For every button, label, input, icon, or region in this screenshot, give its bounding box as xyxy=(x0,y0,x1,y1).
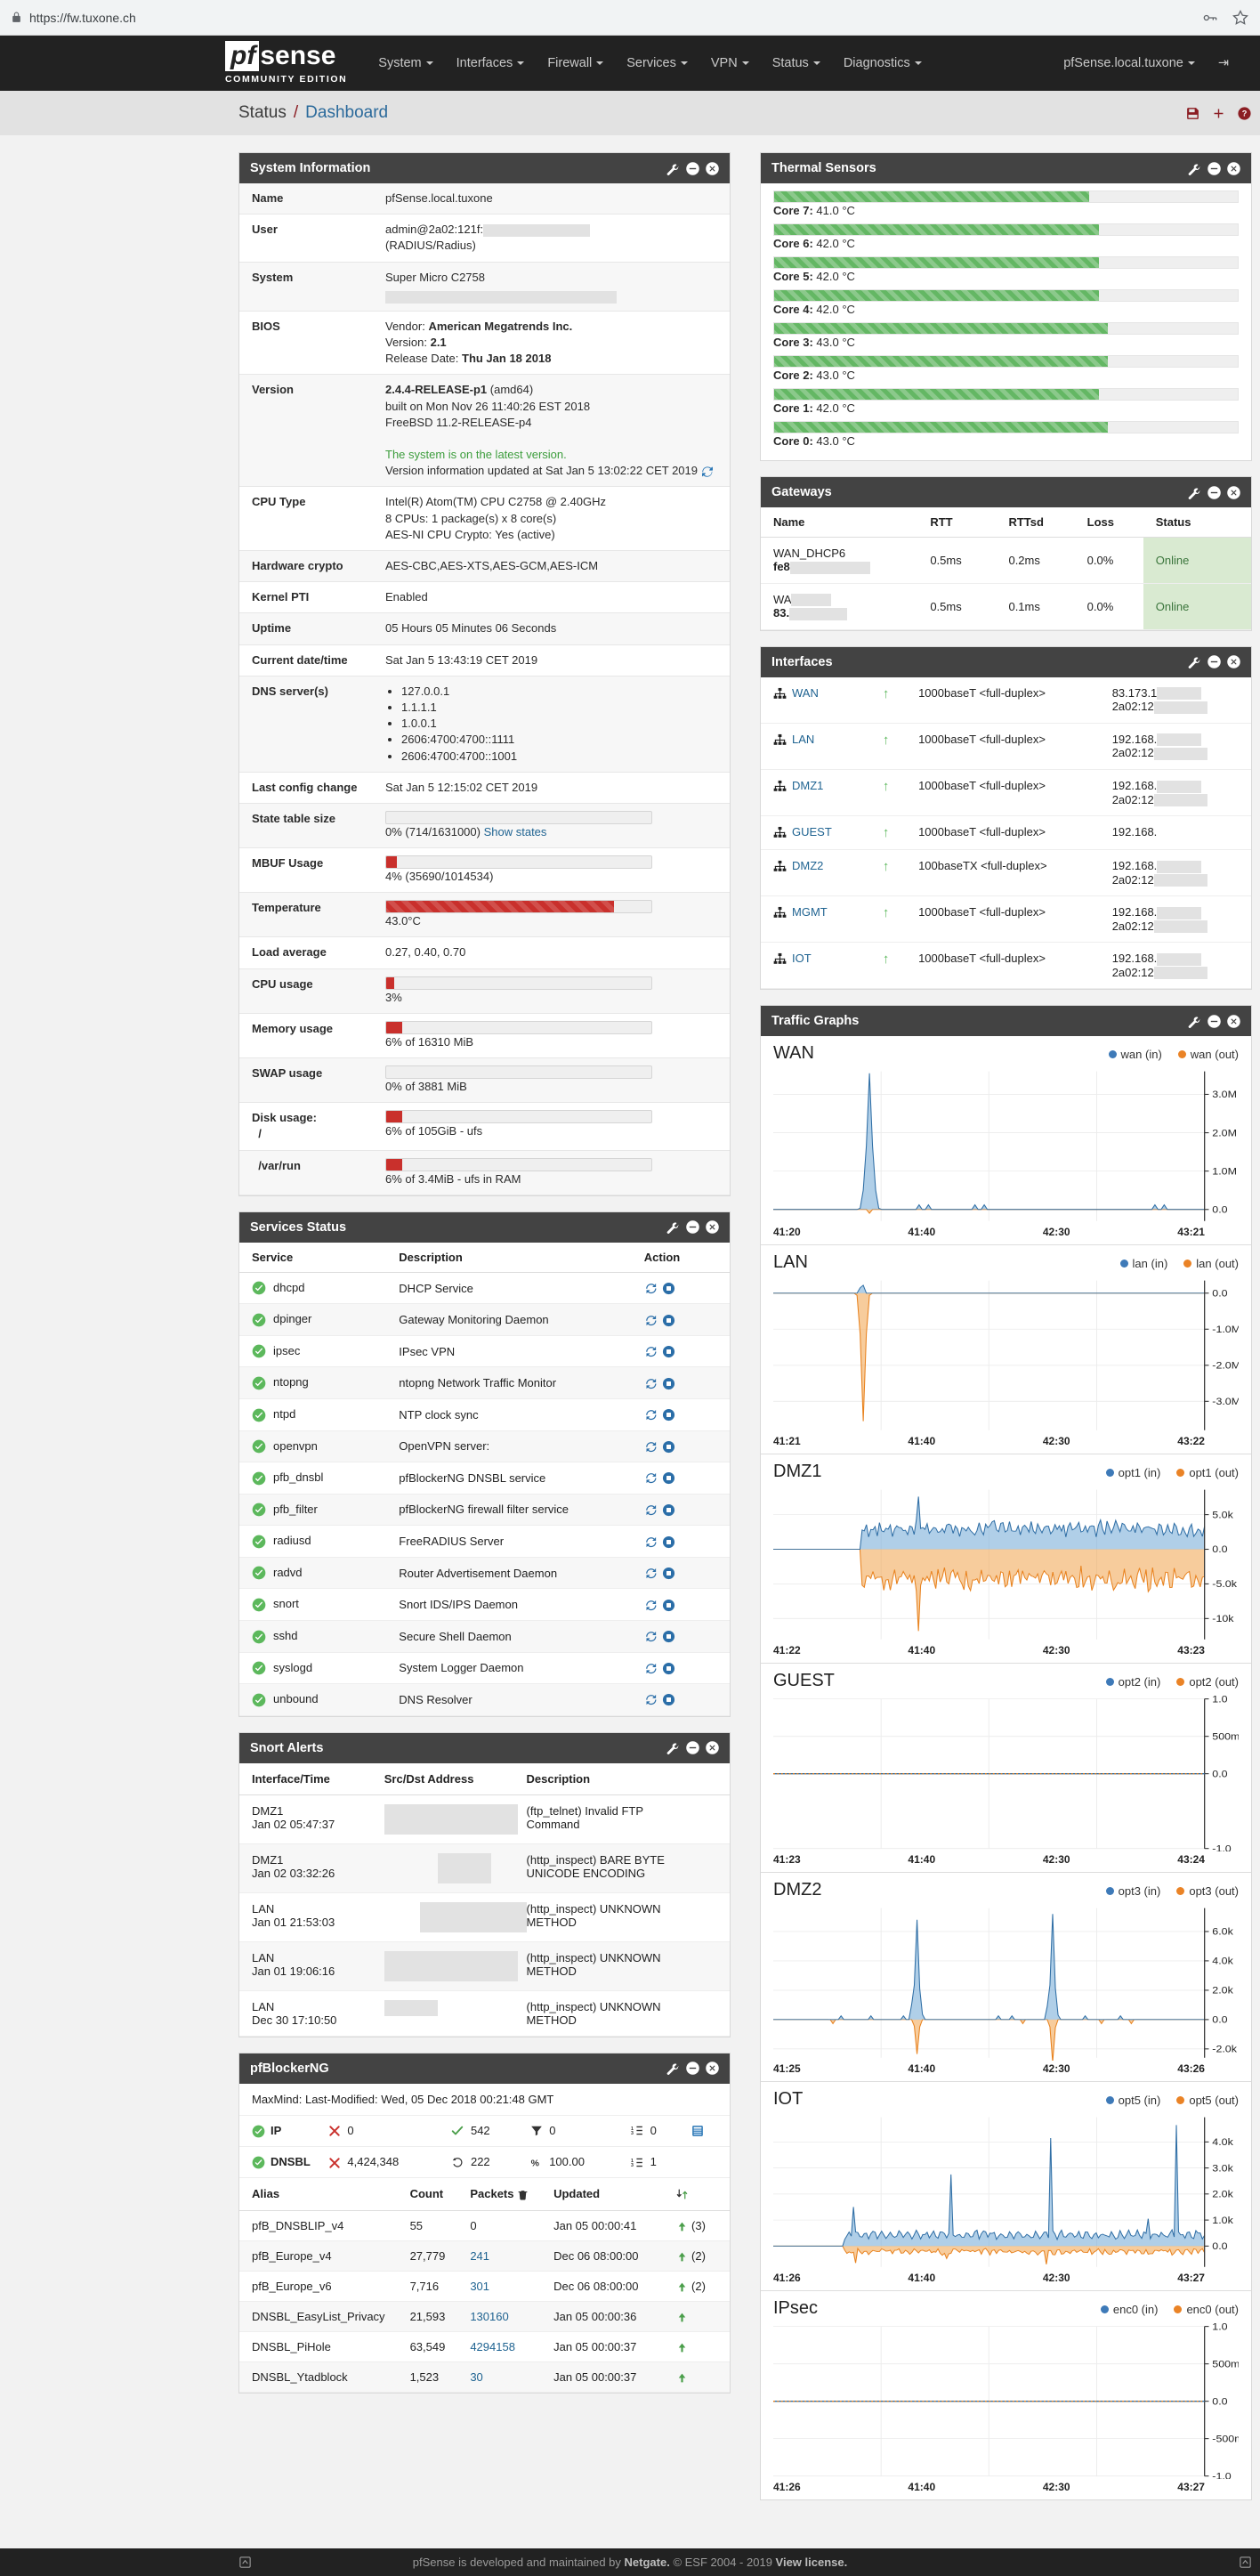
svg-text:0.0: 0.0 xyxy=(1212,2015,1228,2026)
svg-text:500m: 500m xyxy=(1212,2360,1239,2370)
svg-text:1.0: 1.0 xyxy=(1212,1695,1228,1705)
svg-text:-2.0k: -2.0k xyxy=(1212,2045,1237,2055)
svg-text:5.0k: 5.0k xyxy=(1212,1511,1233,1521)
svg-text:-3.0M: -3.0M xyxy=(1212,1397,1239,1407)
svg-text:2.0k: 2.0k xyxy=(1212,1986,1233,1997)
svg-text:0.0: 0.0 xyxy=(1212,2397,1228,2408)
svg-text:3.0k: 3.0k xyxy=(1212,2163,1233,2174)
svg-text:-10k: -10k xyxy=(1212,1614,1233,1624)
svg-text:-500m: -500m xyxy=(1212,2434,1239,2445)
svg-text:-5.0k: -5.0k xyxy=(1212,1579,1237,1590)
svg-text:0.0: 0.0 xyxy=(1212,1544,1228,1555)
svg-text:4.0k: 4.0k xyxy=(1212,1956,1233,1967)
svg-text:0.0: 0.0 xyxy=(1212,2241,1228,2252)
svg-text:-1.0M: -1.0M xyxy=(1212,1324,1239,1335)
svg-text:3.0M: 3.0M xyxy=(1212,1090,1237,1100)
svg-text:500m: 500m xyxy=(1212,1732,1239,1743)
svg-text:1.0M: 1.0M xyxy=(1212,1167,1237,1178)
svg-text:2.0M: 2.0M xyxy=(1212,1129,1237,1139)
svg-text:-1.0: -1.0 xyxy=(1212,2472,1232,2480)
svg-text:-2.0M: -2.0M xyxy=(1212,1361,1239,1372)
svg-text:?: ? xyxy=(1242,109,1248,117)
svg-text:6.0k: 6.0k xyxy=(1212,1927,1233,1938)
svg-text:1.0k: 1.0k xyxy=(1212,2216,1233,2226)
svg-text:1.0: 1.0 xyxy=(1212,2322,1228,2333)
svg-text:0.0: 0.0 xyxy=(1212,1770,1228,1780)
svg-text:0.0: 0.0 xyxy=(1212,1289,1228,1300)
svg-text:4.0k: 4.0k xyxy=(1212,2137,1233,2148)
svg-text:0.0: 0.0 xyxy=(1212,1205,1228,1216)
svg-text:-1.0: -1.0 xyxy=(1212,1844,1232,1852)
svg-text:2.0k: 2.0k xyxy=(1212,2190,1233,2200)
